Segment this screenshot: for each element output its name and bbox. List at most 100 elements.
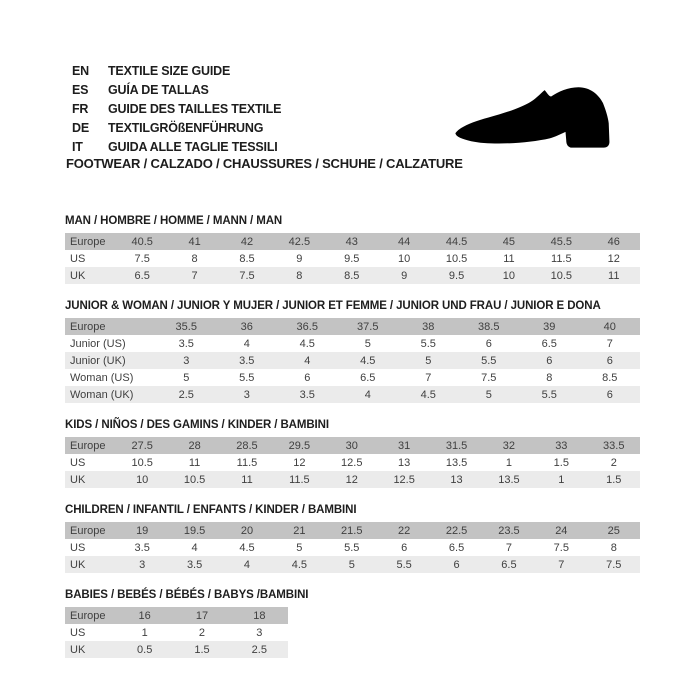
size-table: Europe 16 17 18 US 1 2 3 UK 0.5 1.5 2.5 xyxy=(65,607,288,658)
size-cell: 2 xyxy=(610,456,617,469)
size-cell: 8.5 xyxy=(239,252,255,265)
table-row: Europe 35.5 36 36.5 37.5 38 38.5 39 40 xyxy=(65,318,640,335)
size-cell: 3.5 xyxy=(299,388,315,401)
size-cell: 7.5 xyxy=(553,541,569,554)
size-cell: 10.5 xyxy=(131,456,153,469)
language-row: EN TEXTILE SIZE GUIDE xyxy=(72,61,281,80)
size-table: Europe 40.5 41 42 42.5 43 44 44.5 45 45.5 46 US 7.5 8… xyxy=(65,233,640,284)
size-cell: 7 xyxy=(606,337,613,350)
size-cell: 5 xyxy=(183,371,190,384)
size-cell: 31 xyxy=(398,439,411,452)
size-cell: 10 xyxy=(502,269,516,282)
size-cell: 5 xyxy=(296,541,303,554)
size-cell: 40 xyxy=(603,320,616,333)
row-label: Woman (UK) xyxy=(70,388,134,401)
size-cell: 5 xyxy=(364,337,371,350)
size-cell: 9 xyxy=(401,269,408,282)
row-label: US xyxy=(70,626,86,639)
row-label: US xyxy=(70,252,86,265)
size-cell: 38.5 xyxy=(478,320,500,333)
size-cell: 41 xyxy=(188,235,201,248)
size-cell: 36.5 xyxy=(296,320,318,333)
table-row: Junior (US) 3.5 4 4.5 5 5.5 6 6.5 7 xyxy=(65,335,640,352)
size-cell: 22 xyxy=(398,524,411,537)
size-cell: 6 xyxy=(401,541,408,554)
size-cell: 40.5 xyxy=(131,235,153,248)
row-label: UK xyxy=(70,558,86,571)
table-row: Europe 40.5 41 42 42.5 43 44 44.5 45 45.5 46 xyxy=(65,233,640,250)
size-cell: 6.5 xyxy=(134,269,150,282)
size-cell: 1 xyxy=(141,626,148,639)
size-cell: 37.5 xyxy=(357,320,379,333)
size-cell: 31.5 xyxy=(445,439,468,452)
size-cell: 33 xyxy=(555,439,568,452)
size-cell: 6 xyxy=(304,371,311,384)
size-cell: 17 xyxy=(195,609,209,622)
size-table-section: CHILDREN / INFANTIL / ENFANTS / KINDER /… xyxy=(65,503,640,573)
size-cell: 21 xyxy=(293,524,306,537)
language-row: FR GUIDE DES TAILLES TEXTILE xyxy=(72,99,281,118)
table-row: US 3.5 4 4.5 5 5.5 6 6.5 7 7.5 8 xyxy=(65,539,640,556)
row-label: Europe xyxy=(70,235,106,248)
size-cell: 11 xyxy=(503,252,515,265)
language-code: ES xyxy=(72,82,89,97)
size-cell: 5.5 xyxy=(239,371,255,384)
row-label: UK xyxy=(70,269,86,282)
size-cell: 10 xyxy=(136,473,149,486)
size-cell: 36 xyxy=(240,320,253,333)
size-cell: 3.5 xyxy=(134,541,150,554)
size-cell: 3.5 xyxy=(186,558,203,571)
size-cell: 9.5 xyxy=(344,252,360,265)
size-cell: 11 xyxy=(608,269,620,282)
size-cell: 4 xyxy=(304,354,311,367)
size-cell: 38 xyxy=(422,320,435,333)
language-label: TEXTILGRÖßENFÜHRUNG xyxy=(108,120,264,135)
table-row: US 1 2 3 xyxy=(65,624,288,641)
table-row: UK 3 3.5 4 4.5 5 5.5 6 6.5 7 7.5 xyxy=(65,556,640,573)
size-cell: 44.5 xyxy=(445,235,468,248)
size-cell: 9.5 xyxy=(448,269,465,282)
table-row: Europe 19 19.5 20 21 21.5 22 22.5 23.5 24 25 xyxy=(65,522,640,539)
row-label: Europe xyxy=(70,439,106,452)
size-cell: 5 xyxy=(348,558,355,571)
size-cell: 6 xyxy=(606,354,613,367)
language-code: EN xyxy=(72,63,89,78)
size-cell: 23.5 xyxy=(498,524,520,537)
size-cell: 4 xyxy=(243,337,250,350)
size-cell: 18 xyxy=(253,609,266,622)
size-cell: 2.5 xyxy=(178,388,194,401)
size-cell: 13 xyxy=(450,473,463,486)
size-cell: 6 xyxy=(546,354,553,367)
size-table: Europe 27.5 28 28.5 29.5 30 31 31.5 32 33 33.5 US 10… xyxy=(65,437,640,488)
language-row: ES GUÍA DE TALLAS xyxy=(72,80,281,99)
size-cell: 19.5 xyxy=(183,524,206,537)
size-cell: 5 xyxy=(485,388,492,401)
size-cell: 32 xyxy=(502,439,516,452)
size-table-section: BABIES / BEBÉS / BÉBÉS / BABYS /BAMBINI E… xyxy=(65,588,640,658)
table-row: UK 6.5 7 7.5 8 8.5 9 9.5 10 10.5 11 xyxy=(65,267,640,284)
size-cell: 1 xyxy=(505,456,512,469)
table-title: JUNIOR & WOMAN / JUNIOR Y MUJER / JUNIOR… xyxy=(65,300,601,312)
size-cell: 46 xyxy=(607,235,620,248)
table-row: US 10.5 11 11.5 12 12.5 13 13.5 1 1.5 2 xyxy=(65,454,640,471)
size-cell: 6.5 xyxy=(448,541,465,554)
table-title: KIDS / NIÑOS / DES GAMINS / KINDER / BAM… xyxy=(65,419,329,431)
size-cell: 4 xyxy=(191,541,198,554)
size-cell: 42.5 xyxy=(288,235,311,248)
row-label: Europe xyxy=(70,524,106,537)
language-list: EN TEXTILE SIZE GUIDE ES GUÍA DE TALLAS FR GU… xyxy=(72,61,281,156)
row-label: Junior (UK) xyxy=(70,354,126,367)
row-label: UK xyxy=(70,643,86,656)
size-table: Europe 19 19.5 20 21 21.5 22 22.5 23.5 24 25 US 3.5 4… xyxy=(65,522,640,573)
size-cell: 42 xyxy=(240,235,254,248)
size-cell: 22.5 xyxy=(445,524,468,537)
size-cell: 11 xyxy=(241,473,253,486)
size-cell: 24 xyxy=(555,524,568,537)
size-cell: 4 xyxy=(364,388,371,401)
size-cell: 6.5 xyxy=(360,371,376,384)
table-row: Europe 16 17 18 xyxy=(65,607,288,624)
size-cell: 5.5 xyxy=(541,388,557,401)
size-cell: 11.5 xyxy=(551,252,572,265)
size-cell: 11 xyxy=(188,456,201,469)
size-cell: 6 xyxy=(606,388,613,401)
